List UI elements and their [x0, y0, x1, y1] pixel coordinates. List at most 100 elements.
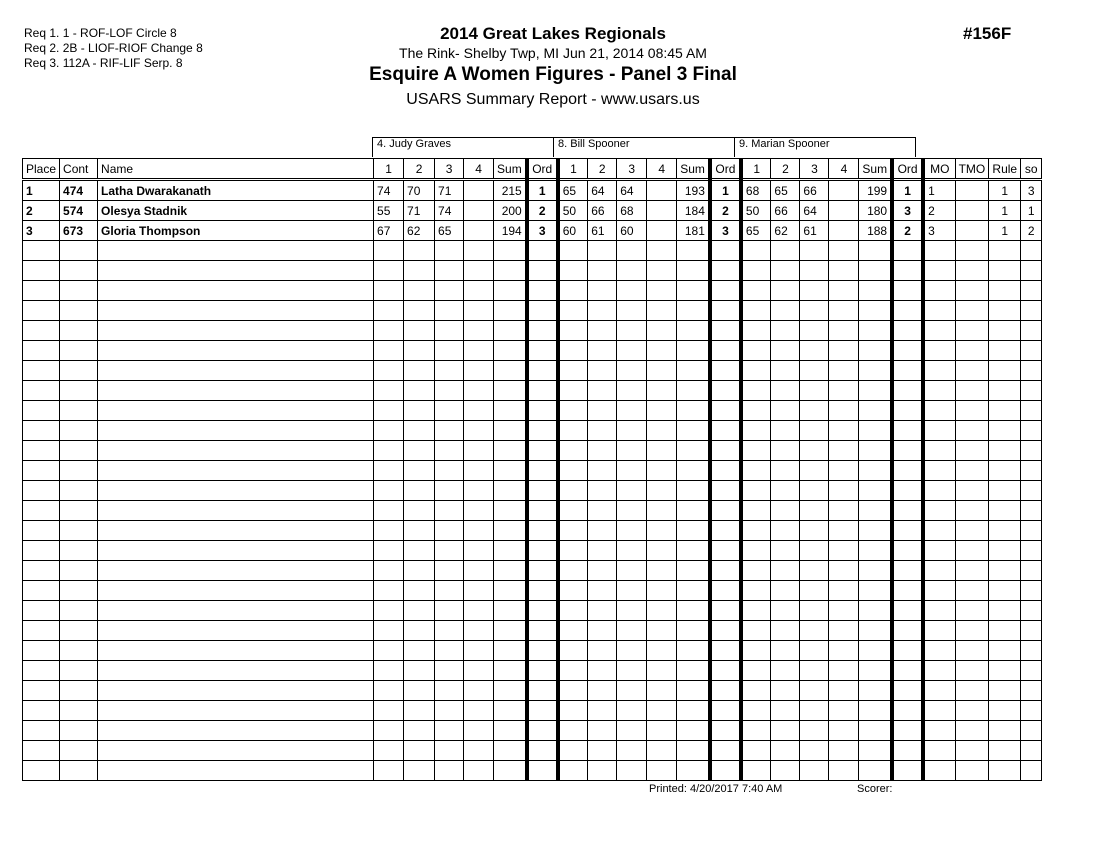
- table-cell: [799, 340, 830, 361]
- table-cell: 61: [799, 220, 830, 241]
- table-cell: [97, 320, 375, 341]
- table-cell: [373, 340, 405, 361]
- table-cell: [921, 740, 956, 761]
- table-cell: 1: [890, 179, 924, 201]
- requirement-1: Req 1. 1 - ROF-LOF Circle 8: [24, 26, 177, 40]
- table-cell: 199: [858, 179, 893, 201]
- table-cell: [97, 580, 375, 601]
- table-cell: [707, 500, 742, 521]
- table-cell: [434, 320, 465, 341]
- table-cell: [988, 740, 1022, 761]
- table-cell: [616, 560, 648, 581]
- table-cell: [921, 460, 956, 481]
- table-cell: [524, 580, 559, 601]
- table-cell: [738, 660, 772, 681]
- table-cell: [858, 760, 893, 781]
- table-cell: 71: [403, 200, 436, 221]
- table-cell: [524, 720, 559, 741]
- table-cell: [828, 580, 860, 601]
- column-header: MO: [921, 158, 956, 181]
- table-cell: [555, 680, 589, 701]
- table-cell: [373, 420, 405, 441]
- table-cell: [373, 500, 405, 521]
- table-cell: [799, 540, 830, 561]
- table-cell: [434, 480, 465, 501]
- table-cell: [59, 400, 99, 421]
- table-cell: [555, 260, 589, 281]
- table-cell: [434, 500, 465, 521]
- table-cell: [799, 720, 830, 741]
- table-cell: [59, 300, 99, 321]
- table-cell: [524, 240, 559, 261]
- table-cell: [1020, 460, 1043, 481]
- column-header: Sum: [676, 158, 711, 181]
- table-cell: [616, 620, 648, 641]
- table-cell: [493, 280, 528, 301]
- table-cell: [59, 620, 99, 641]
- table-cell: [954, 580, 990, 601]
- table-cell: 64: [587, 179, 618, 201]
- table-cell: [921, 240, 956, 261]
- table-cell: [97, 520, 375, 541]
- table-cell: [97, 360, 375, 381]
- table-cell: [21, 500, 61, 521]
- table-cell: [828, 700, 860, 721]
- table-cell: [828, 720, 860, 741]
- table-cell: [828, 440, 860, 461]
- table-cell: [587, 260, 618, 281]
- table-cell: [890, 500, 924, 521]
- table-cell: [555, 660, 589, 681]
- table-cell: [988, 680, 1022, 701]
- table-cell: [587, 300, 618, 321]
- table-cell: 474: [59, 179, 99, 201]
- table-cell: 66: [799, 179, 830, 201]
- table-cell: [988, 380, 1022, 401]
- table-cell: [587, 420, 618, 441]
- table-cell: [493, 720, 528, 741]
- table-cell: [59, 520, 99, 541]
- table-cell: 61: [587, 220, 618, 241]
- table-cell: [799, 600, 830, 621]
- table-cell: [988, 720, 1022, 741]
- table-cell: [646, 179, 678, 201]
- table-cell: [738, 680, 772, 701]
- table-cell: [434, 440, 465, 461]
- table-cell: [770, 300, 801, 321]
- table-cell: 1: [524, 179, 559, 201]
- table-cell: [493, 380, 528, 401]
- table-cell: [493, 300, 528, 321]
- table-cell: [97, 420, 375, 441]
- table-cell: [988, 260, 1022, 281]
- table-cell: [555, 480, 589, 501]
- table-cell: [890, 520, 924, 541]
- table-cell: [828, 200, 860, 221]
- table-cell: [921, 260, 956, 281]
- table-cell: [858, 700, 893, 721]
- table-cell: [524, 500, 559, 521]
- table-cell: [587, 440, 618, 461]
- table-cell: [493, 460, 528, 481]
- requirement-2: Req 2. 2B - LIOF-RIOF Change 8: [24, 41, 203, 55]
- table-cell: [555, 540, 589, 561]
- table-cell: [1020, 700, 1043, 721]
- table-row: [21, 420, 1043, 441]
- table-cell: [1020, 580, 1043, 601]
- table-cell: [770, 600, 801, 621]
- table-cell: 65: [555, 179, 589, 201]
- table-cell: [676, 520, 711, 541]
- table-cell: [97, 600, 375, 621]
- table-cell: [463, 760, 495, 781]
- column-header: Name: [97, 158, 375, 181]
- table-cell: [555, 700, 589, 721]
- table-cell: 74: [373, 179, 405, 201]
- table-cell: 188: [858, 220, 893, 241]
- table-cell: [587, 720, 618, 741]
- table-cell: [858, 280, 893, 301]
- table-cell: [97, 260, 375, 281]
- table-cell: [403, 660, 436, 681]
- table-cell: [770, 740, 801, 761]
- column-header: so: [1020, 158, 1043, 181]
- table-cell: [770, 760, 801, 781]
- table-cell: [403, 760, 436, 781]
- table-cell: [555, 360, 589, 381]
